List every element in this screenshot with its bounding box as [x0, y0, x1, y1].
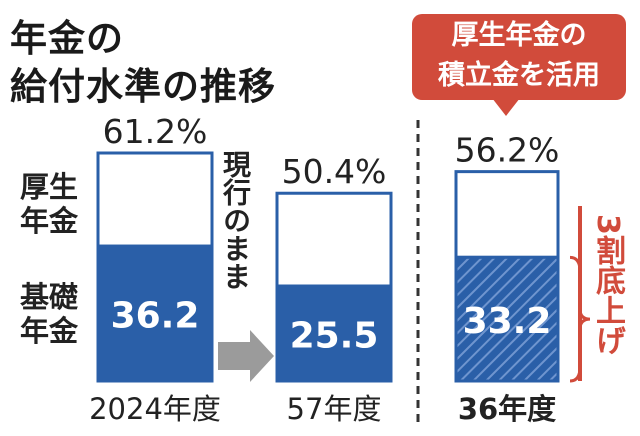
legend-upper: 厚生 年金 [20, 170, 78, 238]
bar-lower-1 [275, 284, 393, 383]
callout-line-1: 厚生年金の [451, 20, 587, 51]
bar-lower-0 [96, 244, 214, 383]
category-label-1: 57年度 [287, 392, 382, 426]
legend-lower: 基礎 年金 [20, 280, 78, 348]
arrow-icon [218, 330, 274, 382]
legend-upper-line-1: 厚生 [20, 170, 79, 204]
title-line-1: 年金の [10, 17, 124, 60]
bar-upper-1 [275, 191, 393, 288]
bars-group: 36.2 61.2% 2024年度 25.5 50.4% 57年度 33.2 56.2% 36年… [89, 112, 560, 426]
value-label-1: 25.5 [290, 316, 379, 357]
vertical-note: 現行のまま [219, 150, 252, 290]
value-label-2: 33.2 [463, 301, 552, 342]
total-label-2: 56.2% [455, 131, 560, 170]
legend-lower-line-2: 年金 [20, 314, 79, 348]
bar-upper-2 [454, 170, 560, 259]
total-label-1: 50.4% [282, 152, 387, 191]
callout-box: 厚生年金の 積立金を活用 [412, 14, 626, 100]
title-line-2: 給付水準の推移 [10, 65, 276, 108]
legend-lower-line-1: 基礎 [20, 280, 79, 314]
legend-upper-line-2: 年金 [20, 204, 79, 238]
bar-upper-0 [96, 151, 214, 248]
category-label-2: 36年度 [458, 392, 556, 426]
value-label-0: 36.2 [111, 296, 200, 337]
callout-line-2: 積立金を活用 [438, 60, 600, 91]
callout-tail [492, 98, 520, 116]
category-label-0: 2024年度 [89, 392, 221, 426]
total-label-0: 61.2% [103, 112, 208, 151]
bar-lower-2 [454, 255, 560, 383]
reduction-note: 3割底上げ [590, 214, 625, 355]
